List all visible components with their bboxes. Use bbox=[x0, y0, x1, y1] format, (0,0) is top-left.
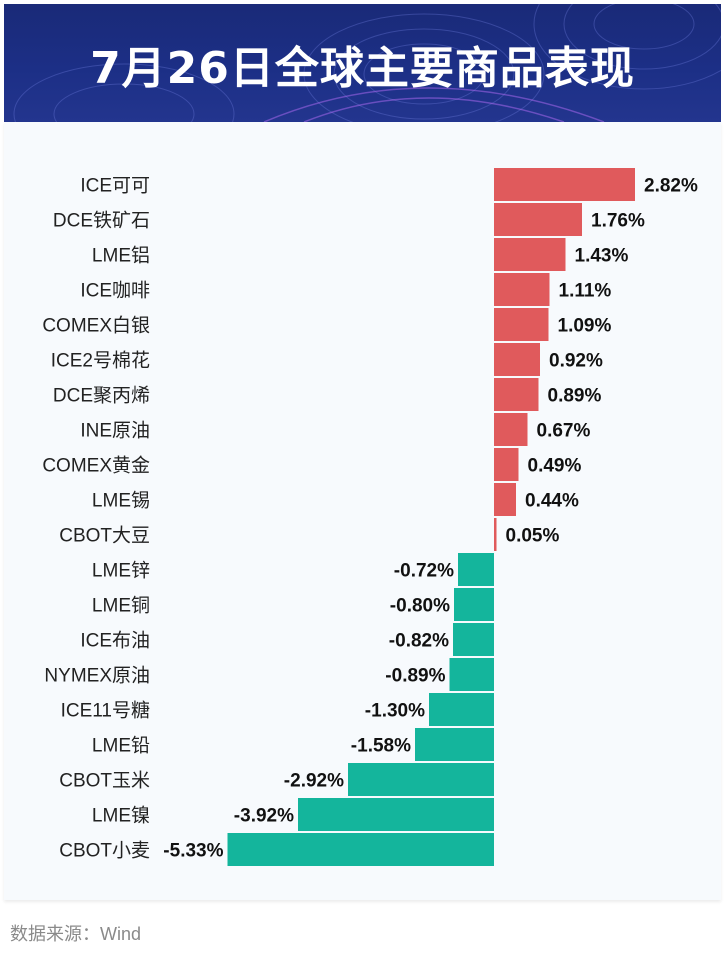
bar-LME锌 bbox=[458, 553, 494, 586]
value-label: -2.92% bbox=[284, 771, 344, 792]
bar-ICE咖啡 bbox=[494, 273, 550, 306]
bar-CBOT玉米 bbox=[348, 763, 494, 796]
category-label: LME铜 bbox=[92, 595, 150, 617]
value-label: 0.67% bbox=[537, 421, 591, 442]
bar-LME铅 bbox=[415, 728, 494, 761]
bar-LME镍 bbox=[298, 798, 494, 831]
page-title: 7月26日全球主要商品表现 bbox=[90, 43, 635, 94]
bar-LME铜 bbox=[454, 588, 494, 621]
bar-INE原油 bbox=[494, 413, 528, 446]
value-label: -3.92% bbox=[234, 806, 294, 827]
value-label: -1.58% bbox=[351, 736, 411, 757]
bar-LME铝 bbox=[494, 238, 566, 271]
value-label: 0.89% bbox=[548, 386, 602, 407]
bar-ICE2号棉花 bbox=[494, 343, 540, 376]
bar-CBOT小麦 bbox=[227, 833, 494, 866]
value-label: 1.09% bbox=[558, 316, 612, 337]
value-label: -0.80% bbox=[390, 596, 450, 617]
bar-LME锡 bbox=[494, 483, 516, 516]
category-label: COMEX白银 bbox=[42, 315, 150, 337]
bar-ICE布油 bbox=[453, 623, 494, 656]
category-label: CBOT小麦 bbox=[59, 840, 150, 862]
value-label: -0.82% bbox=[389, 631, 449, 652]
bar-ICE可可 bbox=[494, 168, 635, 201]
category-label: LME锡 bbox=[92, 490, 150, 512]
category-label: DCE聚丙烯 bbox=[53, 385, 150, 407]
value-label: -0.72% bbox=[394, 561, 454, 582]
category-label: LME铝 bbox=[92, 245, 150, 267]
value-label: -1.30% bbox=[365, 701, 425, 722]
bar-COMEX黄金 bbox=[494, 448, 519, 481]
value-label: -5.33% bbox=[163, 841, 223, 862]
value-label: 2.82% bbox=[644, 176, 698, 197]
category-label: ICE咖啡 bbox=[80, 280, 150, 302]
value-label: 0.05% bbox=[506, 526, 560, 547]
category-label: ICE布油 bbox=[80, 630, 150, 652]
value-label: -0.89% bbox=[385, 666, 445, 687]
category-label: LME锌 bbox=[92, 560, 150, 582]
category-label: NYMEX原油 bbox=[44, 665, 150, 687]
category-label: ICE2号棉花 bbox=[51, 350, 150, 372]
value-label: 1.11% bbox=[559, 281, 612, 302]
category-label: LME镍 bbox=[92, 805, 150, 827]
category-label: LME铅 bbox=[92, 735, 150, 757]
value-label: 1.43% bbox=[575, 246, 629, 267]
value-label: 0.49% bbox=[528, 456, 582, 477]
value-label: 0.44% bbox=[525, 491, 579, 512]
category-label: CBOT玉米 bbox=[59, 770, 150, 792]
topographic-decoration bbox=[13, 4, 721, 122]
bar-DCE铁矿石 bbox=[494, 203, 582, 236]
category-label: INE原油 bbox=[80, 420, 150, 442]
bar-COMEX白银 bbox=[494, 308, 549, 341]
value-label: 0.92% bbox=[549, 351, 603, 372]
data-source-note: 数据来源：Wind bbox=[10, 924, 142, 944]
category-label: DCE铁矿石 bbox=[53, 210, 150, 232]
header-banner: 7月26日全球主要商品表现 bbox=[4, 4, 721, 122]
bar-NYMEX原油 bbox=[449, 658, 494, 691]
bar-chart: ICE可可 2.82% DCE铁矿石 1.76% LME铝 1.43% ICE咖啡 1.11%… bbox=[42, 168, 698, 866]
bar-ICE11号糖 bbox=[429, 693, 494, 726]
value-label: 1.76% bbox=[591, 211, 645, 232]
bar-DCE聚丙烯 bbox=[494, 378, 539, 411]
bar-CBOT大豆 bbox=[494, 518, 497, 551]
chart-panel: ICE可可 2.82% DCE铁矿石 1.76% LME铝 1.43% ICE咖啡 1.11%… bbox=[4, 122, 721, 900]
category-label: ICE11号糖 bbox=[61, 700, 150, 722]
category-label: COMEX黄金 bbox=[42, 455, 150, 477]
category-label: CBOT大豆 bbox=[59, 525, 150, 547]
category-label: ICE可可 bbox=[80, 176, 150, 197]
